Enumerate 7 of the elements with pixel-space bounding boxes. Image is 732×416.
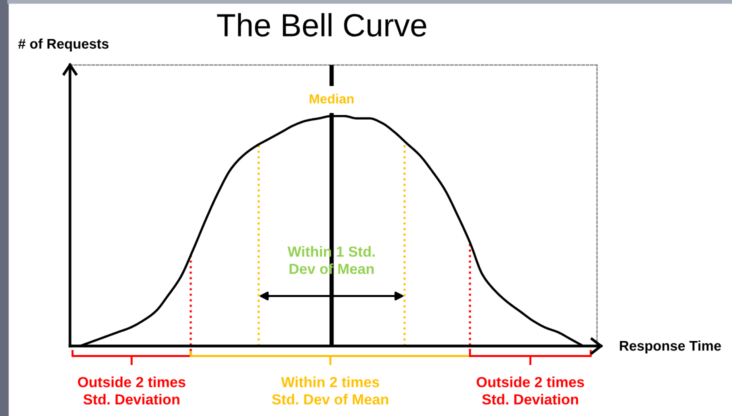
text: Outside 2 times Std. Deviation	[78, 376, 186, 405]
y-axis-title: # of Requests	[18, 38, 108, 52]
text: Outside 2 times Std. Deviation	[476, 376, 584, 405]
text: Median	[310, 94, 354, 104]
x-axis-title: Response Time	[620, 340, 721, 354]
text: Within 2 times Std. Dev of Mean	[272, 376, 388, 405]
chart-title: The Bell Curve	[217, 13, 426, 37]
